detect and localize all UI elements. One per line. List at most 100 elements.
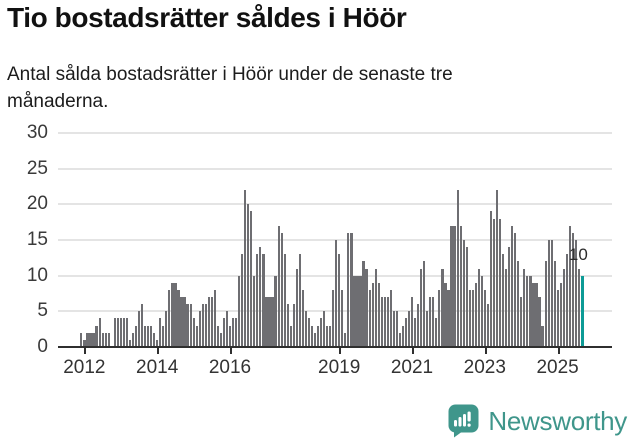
bar	[541, 325, 544, 347]
newsworthy-icon	[448, 404, 479, 438]
bar	[538, 297, 541, 347]
bar	[198, 311, 201, 347]
bar	[140, 304, 144, 347]
bar	[492, 218, 496, 347]
bar	[550, 240, 553, 347]
bar	[259, 247, 262, 347]
bar	[341, 289, 344, 347]
x-tick-2016	[229, 348, 232, 354]
x-axis-label-2014: 2014	[136, 357, 179, 378]
y-axis-label-5: 5	[37, 300, 48, 322]
bar	[292, 304, 295, 347]
x-axis-line	[58, 346, 612, 348]
bar	[577, 268, 581, 347]
bar	[356, 275, 359, 347]
bar	[365, 268, 368, 347]
bar	[468, 289, 471, 347]
bar	[89, 332, 92, 347]
bar	[362, 261, 365, 347]
bar	[253, 275, 256, 347]
bar	[125, 318, 128, 347]
bar	[316, 325, 320, 347]
bar	[332, 289, 335, 347]
bar	[159, 318, 162, 347]
bar	[228, 325, 232, 347]
gridline-y30	[58, 132, 612, 134]
y-axis-label-0: 0	[37, 336, 48, 357]
bar	[238, 275, 241, 347]
bar	[426, 311, 429, 347]
bar	[283, 254, 286, 347]
bar	[441, 268, 444, 347]
bar	[432, 297, 435, 347]
bar	[225, 311, 229, 347]
bar	[98, 318, 101, 347]
bar	[508, 247, 511, 347]
bar	[404, 318, 408, 347]
bar	[511, 225, 514, 347]
bar	[201, 304, 204, 347]
gridline-y10	[58, 274, 612, 277]
bar	[156, 339, 159, 347]
bar	[119, 318, 122, 347]
bar	[535, 282, 538, 347]
bar	[474, 282, 477, 347]
bar	[80, 332, 83, 347]
bar	[122, 318, 125, 347]
x-axis-label-2021: 2021	[390, 357, 434, 378]
bar	[462, 240, 465, 347]
y-axis-label-10: 10	[26, 264, 48, 286]
bar	[447, 289, 450, 347]
y-axis-label-30: 30	[26, 122, 48, 143]
bar	[153, 332, 156, 347]
bar	[347, 232, 350, 347]
y-axis-label-20: 20	[26, 193, 48, 215]
bar	[329, 325, 332, 347]
newsworthy-logo[interactable]: Newsworthy	[448, 404, 627, 438]
bar	[498, 218, 502, 347]
bar	[444, 282, 447, 347]
bar	[547, 240, 550, 347]
x-axis-label-2012: 2012	[63, 357, 106, 378]
x-axis-label-2019: 2019	[318, 357, 361, 378]
bar	[335, 240, 338, 347]
bar	[502, 254, 505, 347]
bar	[389, 289, 392, 347]
bar	[453, 225, 456, 347]
bar	[571, 232, 574, 347]
bar	[235, 318, 238, 347]
bar	[192, 318, 195, 347]
bar	[489, 211, 493, 347]
bar	[116, 318, 119, 347]
bar	[553, 261, 556, 347]
bar	[134, 325, 138, 347]
bar	[86, 332, 89, 347]
bar	[523, 268, 526, 347]
bar	[195, 325, 198, 347]
bar	[83, 339, 86, 347]
bar	[92, 332, 95, 347]
bar	[313, 332, 317, 347]
bar	[450, 225, 453, 347]
bar	[556, 289, 559, 347]
bar	[438, 289, 441, 347]
bar	[471, 289, 474, 347]
bar	[107, 332, 110, 347]
bar	[483, 289, 486, 347]
bar	[562, 268, 565, 347]
bar	[344, 332, 347, 347]
bar	[395, 311, 399, 347]
bar	[168, 289, 171, 347]
bar	[417, 304, 420, 347]
bar	[222, 318, 226, 347]
x-tick-2021	[412, 348, 414, 354]
bar	[289, 325, 292, 347]
bar	[150, 325, 153, 347]
bar	[113, 318, 116, 347]
bar	[383, 297, 386, 347]
bar	[219, 332, 223, 347]
bar	[128, 339, 132, 347]
bar	[401, 325, 405, 347]
bar	[250, 211, 253, 347]
bar	[392, 311, 395, 347]
